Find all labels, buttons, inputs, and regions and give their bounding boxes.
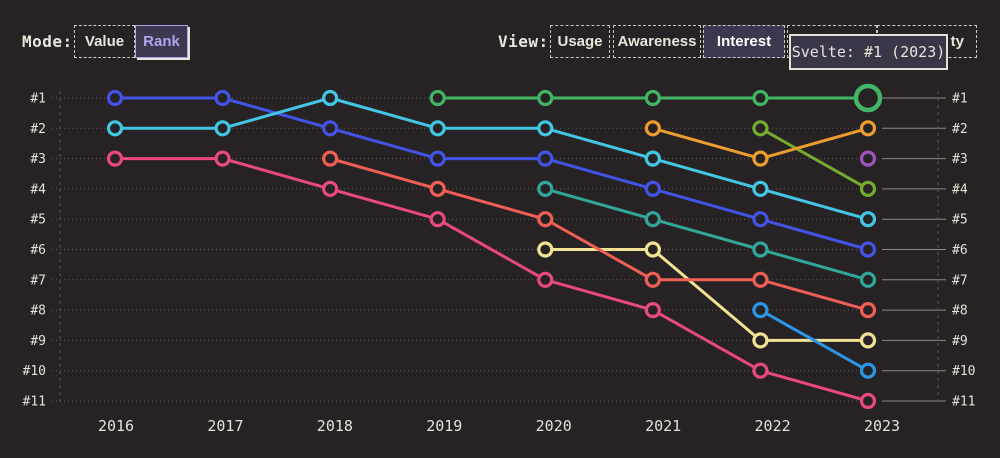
data-point-marker-pink[interactable] [859,392,877,410]
data-point-marker-blue[interactable] [859,241,877,258]
rank-tick-right: #11 [952,395,975,410]
data-point-marker-cyan[interactable] [106,120,124,137]
series-line-lightblue [758,308,870,373]
data-point-marker-green[interactable] [644,89,661,107]
highlighted-data-point-marker-green[interactable] [853,83,883,113]
data-point-marker-purple[interactable] [859,150,877,167]
data-point-marker-pink[interactable] [322,180,339,197]
data-point-marker-pink[interactable] [214,150,231,167]
data-point-marker-teal[interactable] [537,180,554,197]
data-point-marker-teal[interactable] [644,211,661,228]
rank-tick-left: #4 [30,182,46,197]
rank-tick-left: #7 [30,273,46,288]
data-point-marker-cyan[interactable] [429,120,446,137]
data-point-marker-red[interactable] [752,271,769,288]
series-line-blue [113,96,870,251]
mode-button-rank[interactable]: Rank [135,25,188,58]
data-point-marker-cyan[interactable] [214,120,231,137]
series-line-teal [543,187,870,282]
data-point-marker-pink[interactable] [429,211,446,228]
rank-tick-right: #1 [952,92,968,107]
rank-tick-left: #9 [30,334,46,349]
rank-tick-right: #3 [952,152,968,167]
data-point-marker-yellow[interactable] [644,241,661,258]
data-point-marker-red[interactable] [429,180,446,197]
data-point-marker-blue[interactable] [322,120,339,137]
series-line-cyan [113,96,870,221]
data-point-marker-teal[interactable] [752,241,769,258]
year-tick: 2016 [98,417,134,435]
data-point-marker-green[interactable] [752,89,769,107]
rank-tick-right: #5 [952,213,968,228]
data-point-marker-cyan[interactable] [322,89,339,107]
view-button-usage[interactable]: Usage [550,25,610,58]
data-point-marker-pink[interactable] [644,302,661,319]
rank-tick-left: #3 [30,152,46,167]
year-tick: 2021 [645,417,681,435]
data-point-marker-red[interactable] [537,211,554,228]
data-point-marker-lightblue[interactable] [752,302,769,319]
rank-tick-right: #7 [952,273,968,288]
rank-tick-left: #5 [30,213,46,228]
view-button-awareness[interactable]: Awareness [613,25,701,58]
data-point-marker-yellow[interactable] [859,332,877,349]
data-point-marker-yellow[interactable] [752,332,769,349]
view-button-interest[interactable]: Interest [703,25,785,58]
rank-tick-right: #4 [952,182,968,197]
rank-tick-left: #10 [23,364,46,379]
rank-tick-right: #8 [952,304,968,319]
rank-tick-left: #2 [30,122,46,137]
rank-tick-right: #2 [952,122,968,137]
year-tick: 2022 [755,417,791,435]
data-point-marker-blue[interactable] [429,150,446,167]
chart-tooltip: Svelte: #1 (2023) [789,34,948,70]
year-tick: 2018 [317,417,353,435]
year-tick: 2017 [207,417,243,435]
data-point-marker-pink[interactable] [106,150,124,167]
data-point-marker-blue[interactable] [106,89,124,107]
series-line-lime [758,126,870,191]
year-tick: 2019 [426,417,462,435]
data-point-marker-cyan[interactable] [537,120,554,137]
data-point-marker-amber[interactable] [859,120,877,137]
data-point-marker-cyan[interactable] [752,180,769,197]
data-point-marker-lime[interactable] [859,180,877,197]
rank-tick-right: #10 [952,364,975,379]
data-point-marker-pink[interactable] [537,271,554,288]
data-point-marker-red[interactable] [644,271,661,288]
rank-tick-left: #8 [30,304,46,319]
data-point-marker-cyan[interactable] [644,150,661,167]
data-point-marker-blue[interactable] [752,211,769,228]
data-point-marker-amber[interactable] [644,120,661,137]
mode-button-value[interactable]: Value [74,25,135,58]
data-point-marker-lightblue[interactable] [859,362,877,379]
data-point-marker-pink[interactable] [752,362,769,379]
rank-tick-right: #9 [952,334,968,349]
data-point-marker-blue[interactable] [537,150,554,167]
data-point-marker-green[interactable] [429,89,446,107]
data-point-marker-lime[interactable] [752,120,769,137]
rank-tick-left: #6 [30,243,46,258]
data-point-marker-amber[interactable] [752,150,769,167]
series-line-red [328,157,870,312]
data-point-marker-red[interactable] [859,302,877,319]
rank-tick-left: #11 [23,395,46,410]
year-tick: 2020 [536,417,572,435]
data-point-marker-green[interactable] [537,89,554,107]
mode-label: Mode: [22,32,73,51]
data-point-marker-yellow[interactable] [537,241,554,258]
data-point-marker-teal[interactable] [859,271,877,288]
year-tick: 2023 [864,417,900,435]
data-point-marker-cyan[interactable] [859,211,877,228]
data-point-marker-red[interactable] [322,150,339,167]
view-label: View: [498,32,549,51]
rank-tick-right: #6 [952,243,968,258]
data-point-marker-blue[interactable] [214,89,231,107]
series-line-pink [113,157,870,403]
rank-tick-left: #1 [30,92,46,107]
data-point-marker-blue[interactable] [644,180,661,197]
